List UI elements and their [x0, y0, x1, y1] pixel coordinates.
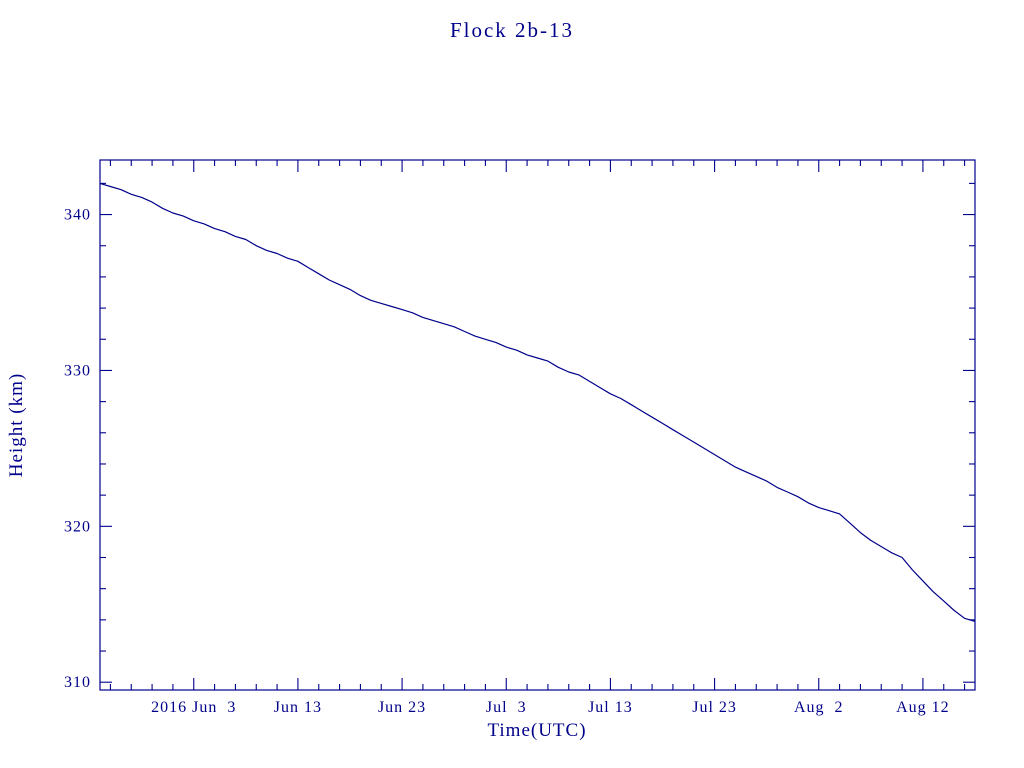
- x-tick-label: Jul 23: [692, 699, 737, 716]
- x-axis-label: Time(UTC): [487, 720, 587, 741]
- x-tick-label: Aug 12: [896, 699, 950, 716]
- y-tick-label: 330: [64, 362, 91, 379]
- x-tick-label: Jul 13: [588, 699, 633, 716]
- x-tick-label: Jun 23: [378, 699, 426, 716]
- y-tick-label: 310: [64, 674, 91, 691]
- x-tick-label: 2016 Jun 3: [151, 699, 236, 716]
- y-tick-label: 320: [64, 518, 91, 535]
- x-tick-label: Aug 2: [794, 699, 844, 716]
- plot-border: [99, 159, 976, 691]
- y-tick-label: 340: [64, 207, 91, 224]
- x-tick-label: Jun 13: [274, 699, 322, 716]
- x-tick-label: Jul 3: [486, 699, 527, 716]
- data-line: [99, 182, 976, 622]
- chart-title: Flock 2b-13: [449, 18, 575, 42]
